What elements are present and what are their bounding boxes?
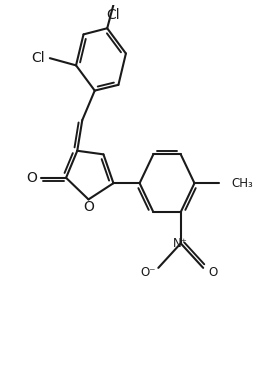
- Text: Cl: Cl: [31, 51, 45, 65]
- Text: O: O: [26, 171, 37, 185]
- Text: Cl: Cl: [106, 7, 120, 21]
- Text: O⁻: O⁻: [141, 266, 156, 279]
- Text: N⁺: N⁺: [173, 237, 188, 250]
- Text: O: O: [208, 266, 218, 279]
- Text: O: O: [83, 200, 94, 214]
- Text: CH₃: CH₃: [231, 177, 253, 190]
